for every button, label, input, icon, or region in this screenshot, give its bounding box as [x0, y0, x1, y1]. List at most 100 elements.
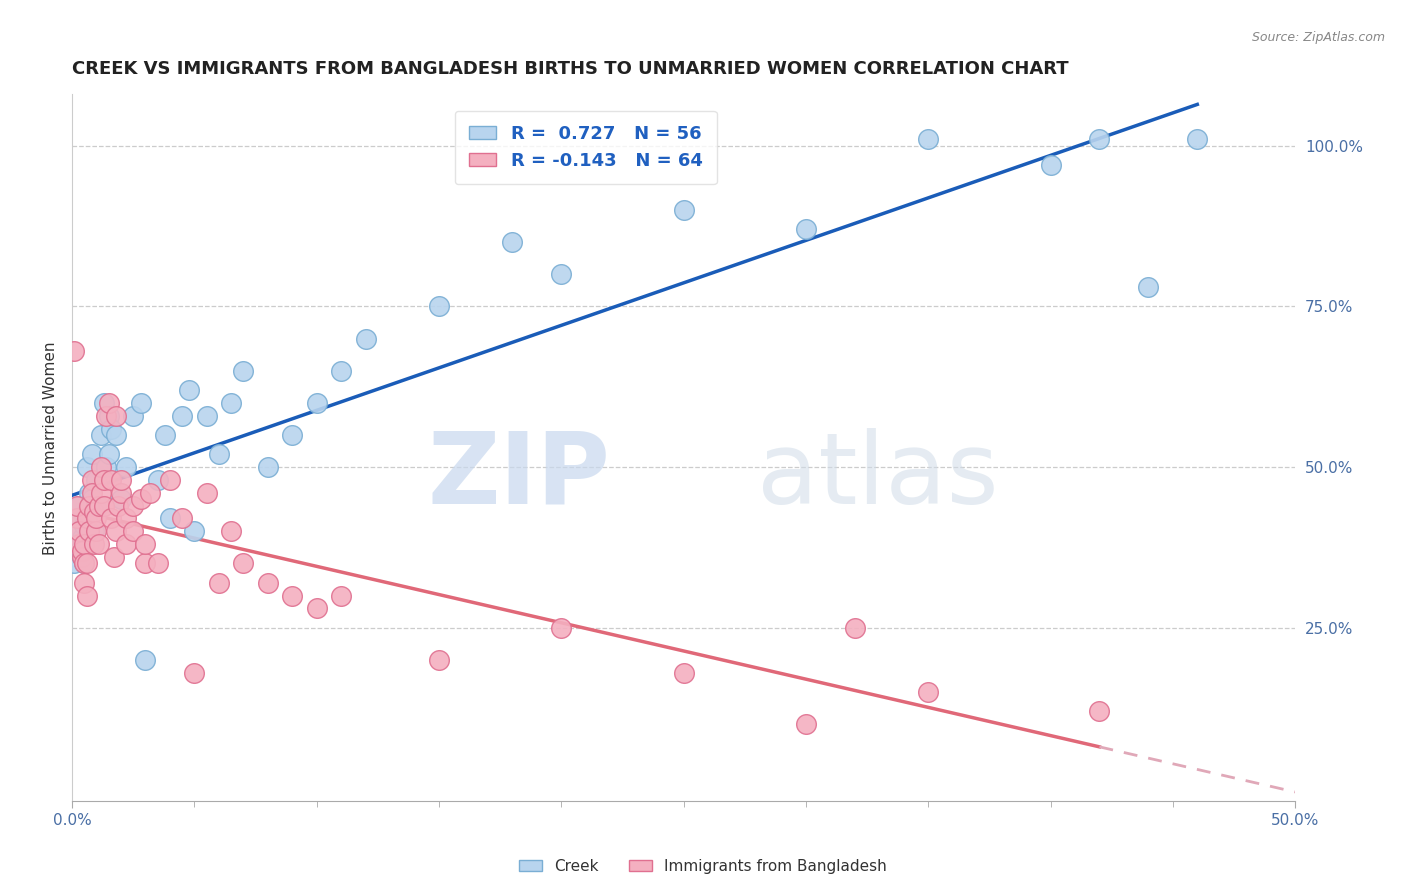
- Point: [97, 447, 120, 461]
- Point: [427, 300, 450, 314]
- Point: [794, 717, 817, 731]
- Point: [107, 499, 129, 513]
- Point: [76, 505, 98, 519]
- Point: [114, 460, 136, 475]
- Point: [1039, 158, 1062, 172]
- Point: [67, 499, 90, 513]
- Point: [1137, 280, 1160, 294]
- Point: [77, 537, 100, 551]
- Point: [110, 485, 132, 500]
- Point: [129, 396, 152, 410]
- Point: [122, 499, 145, 513]
- Point: [83, 505, 105, 519]
- Point: [93, 473, 115, 487]
- Point: [63, 344, 86, 359]
- Point: [76, 589, 98, 603]
- Y-axis label: Births to Unmarried Women: Births to Unmarried Women: [44, 341, 58, 555]
- Point: [80, 485, 103, 500]
- Point: [80, 473, 103, 487]
- Point: [330, 364, 353, 378]
- Point: [794, 222, 817, 236]
- Point: [100, 511, 122, 525]
- Point: [114, 537, 136, 551]
- Point: [129, 492, 152, 507]
- Point: [90, 460, 112, 475]
- Point: [86, 473, 108, 487]
- Point: [86, 499, 108, 513]
- Point: [100, 473, 122, 487]
- Point: [100, 421, 122, 435]
- Point: [146, 557, 169, 571]
- Point: [86, 524, 108, 539]
- Point: [90, 428, 112, 442]
- Point: [134, 557, 156, 571]
- Point: [501, 235, 523, 250]
- Point: [354, 332, 377, 346]
- Point: [1088, 132, 1111, 146]
- Point: [122, 524, 145, 539]
- Text: CREEK VS IMMIGRANTS FROM BANGLADESH BIRTHS TO UNMARRIED WOMEN CORRELATION CHART: CREEK VS IMMIGRANTS FROM BANGLADESH BIRT…: [72, 60, 1069, 78]
- Point: [159, 511, 181, 525]
- Point: [183, 524, 205, 539]
- Point: [83, 537, 105, 551]
- Point: [73, 517, 96, 532]
- Point: [159, 473, 181, 487]
- Point: [110, 473, 132, 487]
- Point: [77, 485, 100, 500]
- Point: [256, 460, 278, 475]
- Point: [80, 492, 103, 507]
- Point: [93, 396, 115, 410]
- Point: [66, 499, 89, 513]
- Point: [70, 549, 93, 564]
- Point: [73, 557, 96, 571]
- Point: [256, 575, 278, 590]
- Point: [281, 428, 304, 442]
- Point: [76, 557, 98, 571]
- Point: [96, 409, 118, 423]
- Point: [97, 409, 120, 423]
- Point: [305, 601, 328, 615]
- Point: [208, 575, 231, 590]
- Point: [208, 447, 231, 461]
- Point: [146, 473, 169, 487]
- Point: [550, 268, 572, 282]
- Point: [110, 492, 132, 507]
- Point: [96, 460, 118, 475]
- Point: [105, 409, 128, 423]
- Point: [90, 485, 112, 500]
- Point: [672, 665, 695, 680]
- Point: [281, 589, 304, 603]
- Legend: Creek, Immigrants from Bangladesh: Creek, Immigrants from Bangladesh: [513, 853, 893, 880]
- Point: [195, 409, 218, 423]
- Point: [87, 537, 110, 551]
- Point: [672, 203, 695, 218]
- Point: [103, 549, 125, 564]
- Point: [66, 537, 89, 551]
- Point: [76, 511, 98, 525]
- Point: [77, 524, 100, 539]
- Point: [87, 499, 110, 513]
- Point: [83, 524, 105, 539]
- Point: [66, 511, 89, 525]
- Point: [105, 428, 128, 442]
- Point: [86, 511, 108, 525]
- Point: [122, 409, 145, 423]
- Point: [172, 409, 194, 423]
- Point: [73, 557, 96, 571]
- Point: [550, 621, 572, 635]
- Point: [134, 537, 156, 551]
- Point: [114, 511, 136, 525]
- Point: [917, 132, 939, 146]
- Point: [73, 575, 96, 590]
- Point: [67, 537, 90, 551]
- Text: ZIP: ZIP: [427, 427, 610, 524]
- Point: [105, 524, 128, 539]
- Point: [70, 549, 93, 564]
- Point: [73, 537, 96, 551]
- Legend: R =  0.727   N = 56, R = -0.143   N = 64: R = 0.727 N = 56, R = -0.143 N = 64: [454, 111, 717, 185]
- Point: [305, 396, 328, 410]
- Point: [153, 428, 176, 442]
- Point: [1088, 704, 1111, 718]
- Point: [67, 524, 90, 539]
- Point: [330, 589, 353, 603]
